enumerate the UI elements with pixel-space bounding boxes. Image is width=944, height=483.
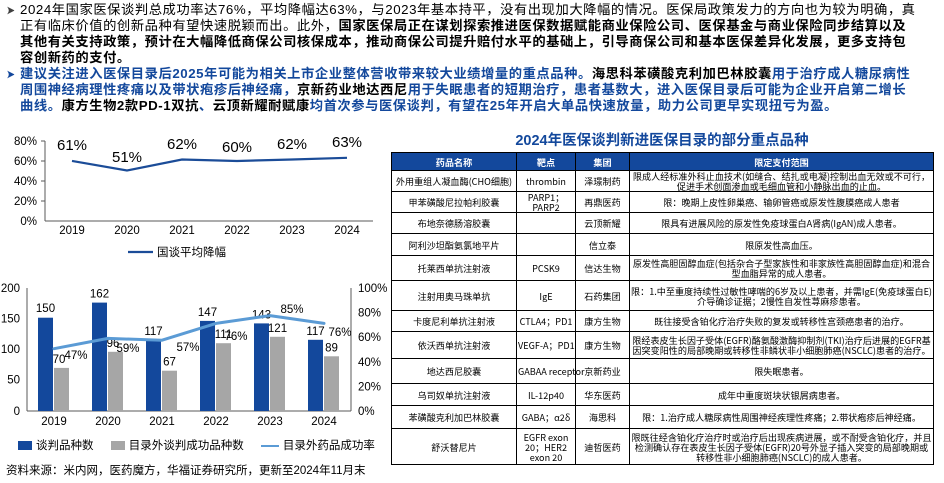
svg-text:51%: 51% (112, 149, 142, 166)
svg-text:147: 147 (198, 307, 217, 319)
svg-text:117: 117 (306, 326, 324, 338)
svg-text:40%: 40% (358, 357, 381, 369)
svg-text:80%: 80% (14, 136, 37, 148)
svg-text:57%: 57% (176, 342, 199, 354)
svg-text:89: 89 (325, 342, 338, 354)
svg-text:60%: 60% (14, 156, 37, 168)
svg-text:200: 200 (1, 283, 20, 295)
svg-text:0: 0 (14, 406, 20, 418)
svg-text:67: 67 (163, 357, 176, 369)
svg-text:150: 150 (36, 303, 55, 315)
svg-text:80%: 80% (358, 308, 381, 320)
svg-text:61%: 61% (57, 137, 87, 154)
svg-text:2019: 2019 (59, 225, 85, 237)
svg-text:121: 121 (268, 323, 287, 335)
svg-text:47%: 47% (64, 350, 87, 362)
svg-text:2023: 2023 (279, 225, 305, 237)
svg-text:2021: 2021 (149, 416, 175, 428)
svg-text:60%: 60% (358, 332, 381, 344)
svg-text:2023: 2023 (257, 416, 283, 428)
svg-text:40%: 40% (14, 176, 37, 188)
svg-text:2020: 2020 (95, 416, 121, 428)
svg-text:0%: 0% (358, 406, 375, 418)
svg-text:70: 70 (53, 354, 66, 366)
svg-text:2020: 2020 (114, 225, 140, 237)
svg-text:59%: 59% (116, 343, 139, 355)
svg-text:20%: 20% (358, 381, 381, 393)
svg-text:2022: 2022 (224, 225, 250, 237)
svg-text:150: 150 (1, 314, 20, 326)
svg-text:2022: 2022 (203, 416, 229, 428)
svg-text:50: 50 (7, 375, 20, 387)
svg-text:100: 100 (1, 344, 20, 356)
svg-text:0%: 0% (20, 216, 37, 228)
svg-text:63%: 63% (332, 134, 362, 151)
svg-text:2019: 2019 (41, 416, 67, 428)
svg-text:85%: 85% (280, 304, 303, 316)
svg-text:2024: 2024 (311, 416, 337, 428)
svg-text:76%: 76% (224, 331, 247, 343)
svg-text:62%: 62% (167, 136, 197, 153)
svg-text:100%: 100% (358, 283, 387, 295)
svg-text:20%: 20% (14, 196, 37, 208)
svg-text:62%: 62% (277, 136, 307, 153)
svg-text:60%: 60% (222, 139, 252, 156)
svg-text:2024: 2024 (334, 225, 360, 237)
svg-text:76%: 76% (328, 327, 351, 339)
svg-text:2021: 2021 (169, 225, 195, 237)
svg-text:162: 162 (90, 289, 109, 301)
svg-text:国谈平均降幅: 国谈平均降幅 (157, 245, 226, 259)
svg-text:117: 117 (144, 326, 162, 338)
